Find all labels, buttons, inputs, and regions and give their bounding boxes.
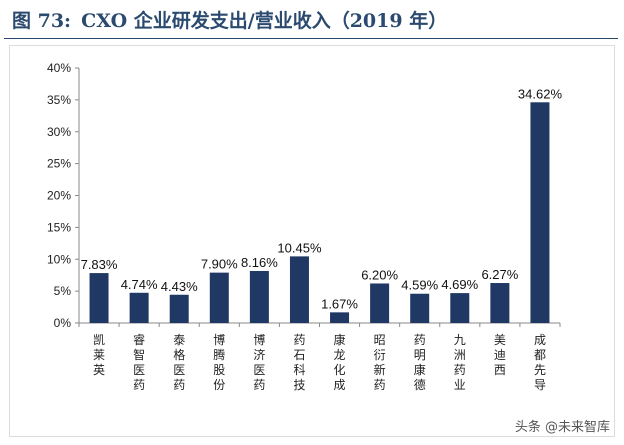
bar <box>410 293 430 323</box>
y-tick-label: 0% <box>54 316 72 330</box>
watermark: 头条 @未来智库 <box>515 416 610 435</box>
bar-chart: 0% 5% 10% 15% 20% 25% 30% 35% 40% 7.83% 凯莱英 4.74% 睿智… <box>47 61 563 392</box>
chart-frame: 0% 5% 10% 15% 20% 25% 30% 35% 40% 7.83% 凯莱英 4.74% 睿智… <box>9 45 615 437</box>
figure-label: 图 73: <box>12 9 72 32</box>
figure-title: CXO 企业研发支出/营业收入（2019 年） <box>81 9 448 32</box>
data-label: 6.27% <box>481 267 518 282</box>
watermark-text: 头条 @未来智库 <box>514 420 610 435</box>
data-label: 4.43% <box>161 279 198 294</box>
data-label: 8.16% <box>241 255 278 270</box>
bar <box>330 312 350 323</box>
category-label: 博济医药 <box>253 332 265 392</box>
figure-header: 图 73: CXO 企业研发支出/营业收入（2019 年） <box>12 2 612 36</box>
category-label: 药明康德 <box>414 333 426 392</box>
bar <box>490 283 510 323</box>
bar <box>370 283 390 323</box>
category-label: 昭衍新药 <box>374 333 386 392</box>
category-label: 泰格医药 <box>173 333 185 392</box>
category-label: 凯莱英 <box>93 333 105 377</box>
category-label: 美迪西 <box>494 333 506 377</box>
bar <box>209 272 229 323</box>
bar <box>289 256 309 323</box>
y-tick-label: 40% <box>47 61 71 75</box>
title-divider <box>4 38 618 39</box>
y-tick-label: 35% <box>47 93 71 107</box>
data-label: 7.83% <box>81 257 118 272</box>
data-label: 6.20% <box>361 267 398 282</box>
y-tick-label: 25% <box>47 157 71 171</box>
category-label: 成都先导 <box>534 333 546 392</box>
data-label: 1.67% <box>321 296 358 311</box>
category-label: 药石科技 <box>293 333 305 392</box>
data-label: 34.62% <box>518 86 563 101</box>
bar <box>249 270 269 323</box>
bar <box>450 293 470 323</box>
data-label: 7.90% <box>201 257 238 272</box>
bar <box>89 273 109 323</box>
data-label: 4.74% <box>121 277 158 292</box>
data-label: 4.69% <box>441 277 478 292</box>
bar <box>129 292 149 323</box>
y-tick-label: 15% <box>47 220 71 234</box>
bar <box>530 102 550 323</box>
y-tick-label: 30% <box>47 125 71 139</box>
y-tick-label: 10% <box>47 252 71 266</box>
data-label: 10.45% <box>277 240 322 255</box>
y-tick-label: 20% <box>47 189 71 203</box>
category-label: 博腾股份 <box>213 332 225 392</box>
bar <box>169 294 189 323</box>
y-tick-label: 5% <box>54 284 72 298</box>
data-label: 4.59% <box>401 278 438 293</box>
category-label: 睿智医药 <box>133 332 145 392</box>
category-label: 康龙化成 <box>334 332 346 392</box>
category-label: 九洲药业 <box>454 333 466 392</box>
